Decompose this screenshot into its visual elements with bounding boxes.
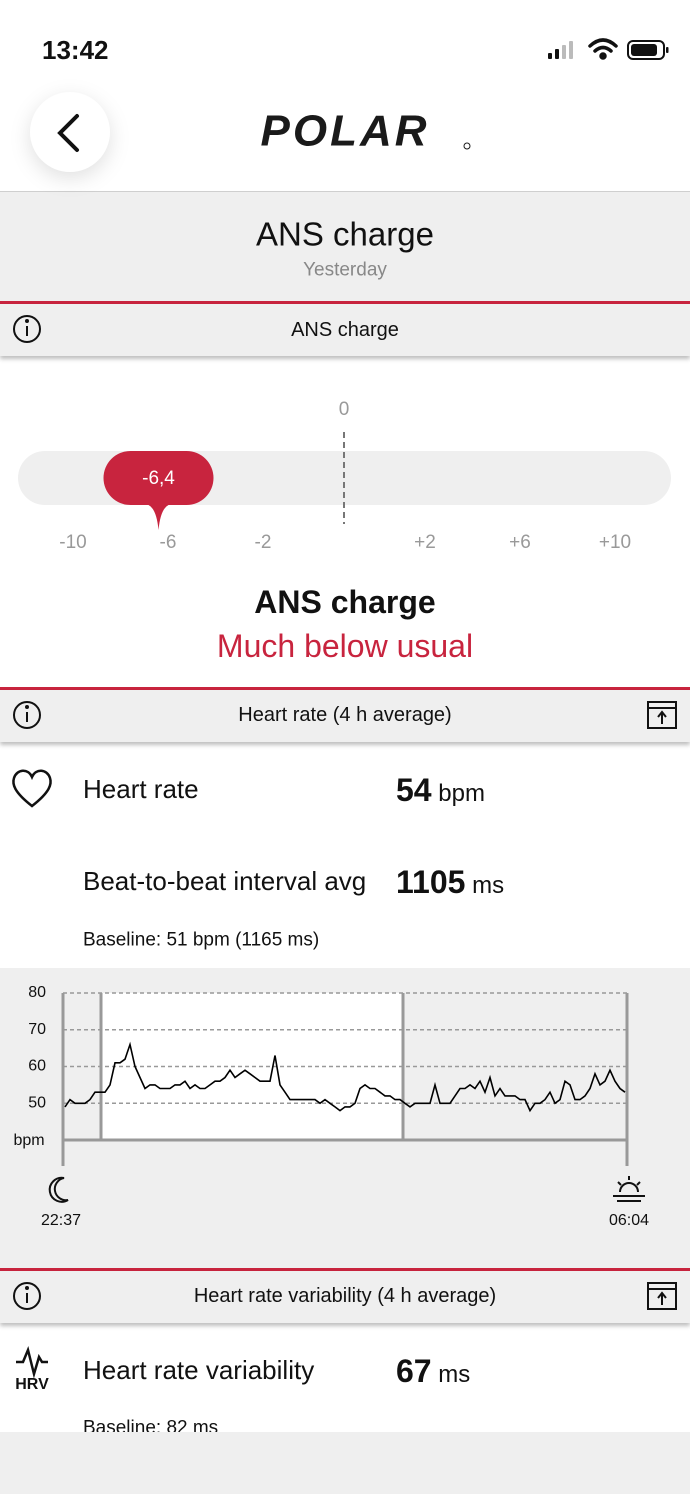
back-arrow [57,114,79,152]
page-subtitle: Yesterday [303,259,387,281]
bottom-band [0,1432,690,1494]
y-tick-label: 60 [28,1058,46,1075]
row-label: Heart rate [83,774,199,804]
row-value: 1105 ms [396,866,504,898]
export-icon[interactable] [647,1282,677,1310]
red-rule [0,1268,690,1271]
value-label: -6,4 [142,468,175,489]
row-label: Beat-to-beat interval avg [83,866,367,896]
red-rule [0,301,690,304]
info-icon[interactable] [13,1282,41,1310]
y-tick-label: 50 [28,1094,46,1111]
result-title: ANS charge [254,584,436,620]
y-unit: bpm [13,1132,44,1149]
wifi-icon [588,38,618,60]
export-icon[interactable] [647,701,677,729]
moon-icon [48,1176,69,1203]
clock: 13:42 [42,35,109,65]
battery-icon [627,40,669,60]
value: 1105 [396,864,466,900]
value: 54 [396,772,432,808]
y-tick-label: 80 [28,984,46,1001]
section-title: Heart rate variability (4 h average) [193,1285,497,1307]
section-title: Heart rate (4 h average) [238,704,452,726]
unit: bpm [438,780,485,807]
title-band [0,191,690,302]
result-text: Much below usual [216,628,474,664]
row-label: Heart rate variability [83,1355,315,1385]
hr-line [64,1041,626,1113]
logo-mark [463,142,471,150]
page-title: ANS charge [256,215,434,253]
scale-tick-label: +10 [599,532,631,553]
signal-icon [548,41,573,59]
scale-tick-label: +6 [509,532,531,553]
hrv-icon [16,1346,48,1379]
info-icon[interactable] [13,701,41,729]
row-value: 67 ms [396,1355,470,1387]
heart-icon [12,769,52,808]
hrv-icon-label: HRV [15,1376,49,1393]
scale-tick-label: -10 [59,532,86,553]
baseline: Baseline: 51 bpm (1165 ms) [83,929,320,951]
sun-icon [613,1176,645,1202]
x-label: 06:04 [609,1212,649,1229]
value-marker [103,451,214,530]
y-tick-label: 70 [28,1021,46,1038]
unit: ms [472,872,505,899]
value: 67 [396,1353,432,1389]
center-tick-label: 0 [339,399,350,420]
section-header [0,304,690,356]
section-header [0,1271,690,1323]
chart-frame: 50 60 70 80 bpm 22:37 06:04 [13,984,649,1229]
scale-tick-label: +2 [414,532,436,553]
info-icon[interactable] [13,315,41,343]
red-rule [0,687,690,690]
scale-tick-label: -2 [255,532,272,553]
unit: ms [438,1361,471,1388]
x-label: 22:37 [41,1212,81,1229]
back-button[interactable] [30,92,110,172]
logo: POLAR [261,107,430,156]
scale-tick-label: -6 [160,532,177,553]
row-value: 54 bpm [396,774,485,806]
section-header [0,690,690,742]
section-title: ANS charge [291,319,399,341]
